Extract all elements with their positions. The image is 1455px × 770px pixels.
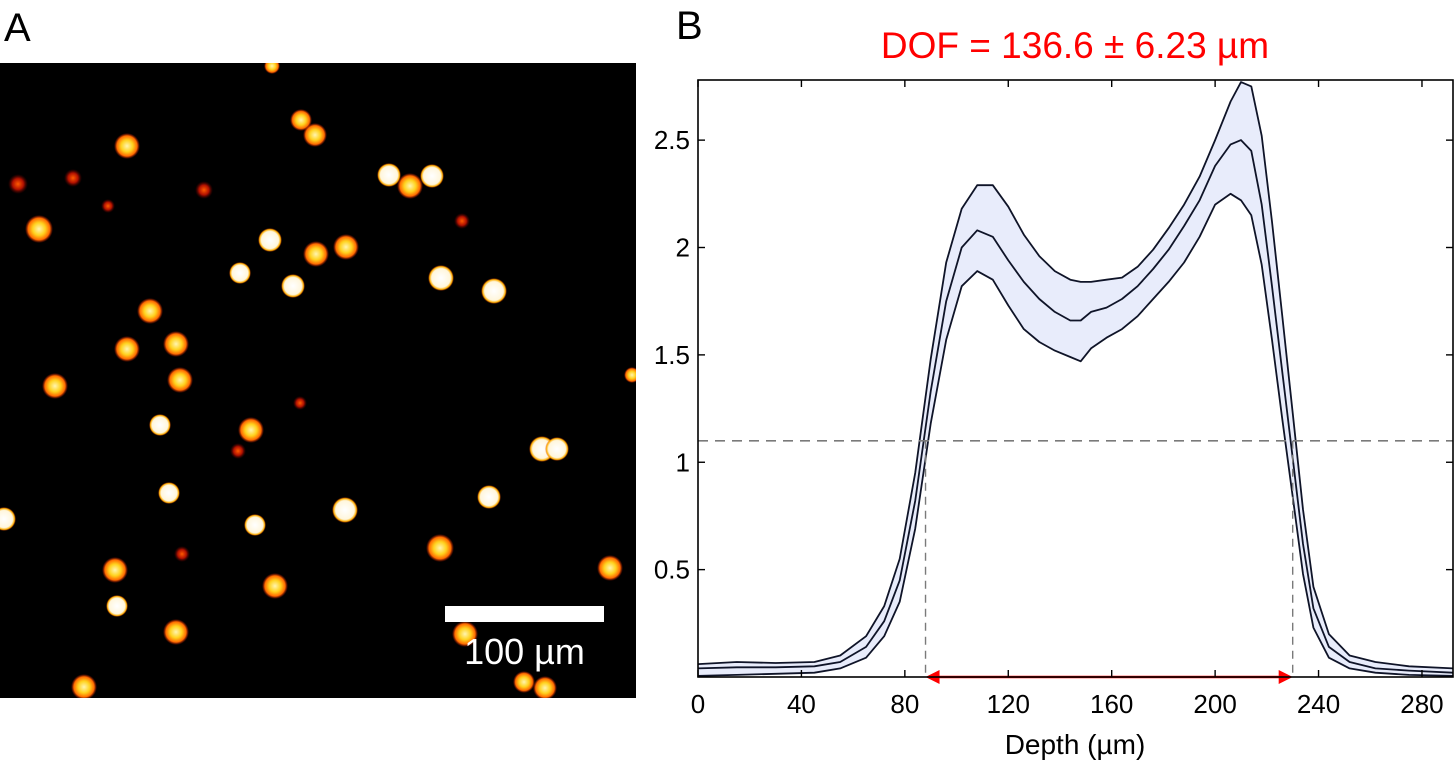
fluorescent-bead xyxy=(293,396,307,410)
y-tick-label: 0.5 xyxy=(654,555,690,585)
fluorescent-bead xyxy=(158,482,180,504)
fluorescent-bead xyxy=(8,174,28,194)
fluorescent-bead xyxy=(42,373,68,399)
fluorescent-bead xyxy=(244,514,266,536)
fluorescent-bead xyxy=(533,676,557,698)
fluorescent-bead xyxy=(102,557,128,583)
fluorescent-bead xyxy=(25,215,53,243)
chart-title: DOF = 136.6 ± 6.23 µm xyxy=(881,25,1269,66)
fluorescent-bead xyxy=(106,595,128,617)
fluorescent-bead xyxy=(426,534,454,562)
x-tick-label: 280 xyxy=(1400,689,1443,719)
fluorescent-bead xyxy=(513,671,535,693)
fluorescent-bead xyxy=(624,367,636,383)
fluorescent-bead xyxy=(114,336,140,362)
fluorescent-bead xyxy=(0,507,16,531)
x-tick-label: 120 xyxy=(987,689,1030,719)
lower-bound-line xyxy=(697,192,1454,677)
fluorescent-bead xyxy=(174,546,190,562)
fluorescent-bead xyxy=(149,414,171,436)
panel-label-a: A xyxy=(4,6,31,50)
fluorescent-bead xyxy=(452,621,478,647)
fluorescent-bead xyxy=(397,173,423,199)
x-tick-label: 0 xyxy=(691,689,705,719)
upper-bound-line xyxy=(697,81,1454,670)
fluorescent-bead xyxy=(420,164,444,188)
fluorescent-bead xyxy=(163,331,189,357)
x-tick-label: 160 xyxy=(1090,689,1133,719)
fluorescent-bead xyxy=(101,199,115,213)
fluorescent-bead xyxy=(163,619,189,645)
y-tick-label: 1.5 xyxy=(654,340,690,370)
x-tick-label: 40 xyxy=(787,689,816,719)
y-tick-label: 1 xyxy=(676,447,690,477)
plot-frame xyxy=(697,79,1454,678)
fluorescent-bead xyxy=(64,169,82,187)
fluorescent-bead xyxy=(71,674,97,698)
x-tick-label: 200 xyxy=(1193,689,1236,719)
fluorescent-bead xyxy=(545,437,569,461)
fluorescent-bead xyxy=(137,298,163,324)
fluorescence-micrograph xyxy=(0,63,636,698)
fluorescent-bead xyxy=(290,109,312,131)
fluorescent-bead xyxy=(230,443,246,459)
fluorescent-bead xyxy=(332,497,358,523)
fluorescent-bead xyxy=(281,274,305,298)
y-tick-label: 2.5 xyxy=(654,125,690,155)
x-axis-title: Depth (µm) xyxy=(1005,729,1146,760)
x-tick-label: 80 xyxy=(890,689,919,719)
fluorescent-bead xyxy=(303,123,327,147)
fluorescent-bead xyxy=(597,555,623,581)
panel-label-b: B xyxy=(676,4,703,48)
fluorescent-bead xyxy=(454,213,470,229)
fluorescent-bead xyxy=(264,63,280,74)
fluorescent-bead xyxy=(428,265,454,291)
fluorescent-bead xyxy=(229,262,251,284)
fluorescent-bead xyxy=(477,485,501,509)
fluorescent-bead xyxy=(167,367,193,393)
bead-image xyxy=(0,63,636,698)
fluorescent-bead xyxy=(258,228,282,252)
fluorescent-bead xyxy=(114,133,140,159)
fluorescent-bead xyxy=(195,181,213,199)
confidence-band xyxy=(698,82,1453,676)
scale-bar-label: 100 µm xyxy=(464,631,585,672)
y-tick-label: 2 xyxy=(676,233,690,263)
fluorescent-bead xyxy=(377,163,401,187)
fluorescent-bead xyxy=(481,278,507,304)
fluorescent-bead xyxy=(303,241,329,267)
fluorescent-bead xyxy=(333,234,359,260)
fluorescent-bead xyxy=(262,573,288,599)
scale-bar xyxy=(445,606,604,622)
x-tick-label: 240 xyxy=(1297,689,1340,719)
fluorescent-bead xyxy=(238,417,264,443)
mean-line xyxy=(697,139,1454,674)
